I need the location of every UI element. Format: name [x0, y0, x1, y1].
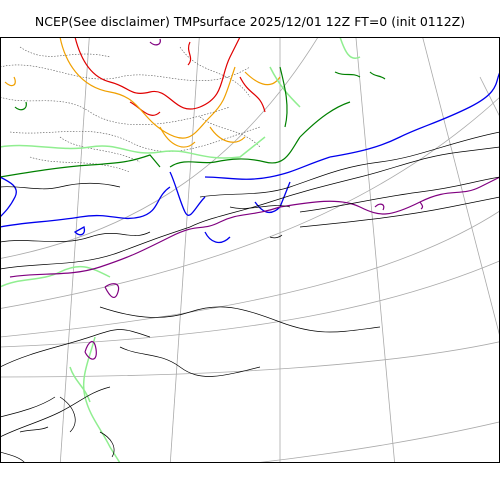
- isotherm-red: [74, 37, 266, 116]
- isotherm-purple: [9, 38, 500, 360]
- isotherm-light-green: [0, 37, 361, 463]
- graticule: [0, 37, 500, 463]
- temperature-map: [0, 37, 500, 463]
- map-title: NCEP(See disclaimer) TMPsurface 2025/12/…: [34, 14, 466, 29]
- coastlines: [0, 131, 500, 463]
- map-panel: [0, 37, 500, 463]
- fine-contours: [0, 46, 261, 173]
- isotherm-green: [0, 66, 386, 178]
